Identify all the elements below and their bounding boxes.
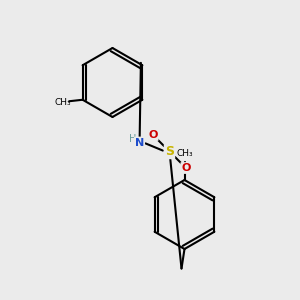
Text: H: H (129, 134, 137, 144)
Text: O: O (148, 130, 158, 140)
Text: CH₃: CH₃ (176, 148, 193, 158)
Text: N: N (135, 137, 144, 148)
Text: O: O (181, 163, 191, 173)
Text: CH₃: CH₃ (55, 98, 71, 107)
Text: S: S (165, 145, 174, 158)
